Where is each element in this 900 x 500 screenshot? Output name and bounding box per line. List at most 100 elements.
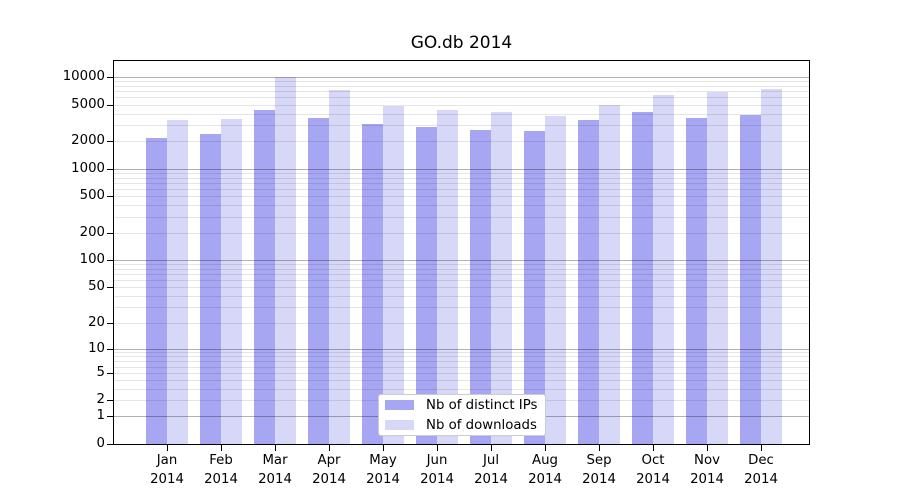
y-gridline-major <box>114 168 809 170</box>
x-tick-mark <box>761 445 762 451</box>
bar-distinct-ips <box>470 129 491 444</box>
y-tick-label: 1 <box>96 408 105 424</box>
x-tick-mark <box>437 445 438 451</box>
legend-swatch-downloads <box>385 420 414 430</box>
bar-downloads <box>437 110 458 444</box>
y-gridline-minor <box>114 97 809 99</box>
bar-downloads <box>221 119 242 444</box>
y-tick-label: 200 <box>79 224 105 240</box>
bar-downloads <box>707 91 728 444</box>
y-gridline-minor <box>114 352 809 354</box>
y-tick-mark <box>107 104 113 106</box>
bar-downloads <box>653 95 674 444</box>
bar-distinct-ips <box>632 112 653 444</box>
y-tick-label: 100 <box>79 252 105 268</box>
bar-downloads <box>167 120 188 444</box>
y-gridline-minor <box>114 287 809 289</box>
y-gridline-minor <box>114 141 809 143</box>
y-tick-mark <box>107 416 113 418</box>
y-tick-label: 20 <box>88 314 105 330</box>
y-tick-label: 10000 <box>62 69 105 84</box>
x-tick-label: Jun 2014 <box>420 453 454 487</box>
legend-entry-distinct-ips: Nb of distinct IPs <box>385 397 537 414</box>
y-gridline-minor <box>114 91 809 93</box>
y-gridline-minor <box>114 172 809 174</box>
y-gridline-minor <box>114 125 809 126</box>
y-tick-label: 1000 <box>71 160 105 176</box>
y-tick-mark <box>107 400 113 402</box>
x-tick-mark <box>167 445 168 451</box>
y-gridline-minor <box>114 104 809 106</box>
bar-distinct-ips <box>686 118 707 444</box>
legend-swatch-distinct-ips <box>385 400 414 410</box>
bar-downloads <box>599 105 620 444</box>
x-tick-label: Sep 2014 <box>582 453 616 487</box>
bar-downloads <box>329 90 350 444</box>
y-gridline-minor <box>114 232 809 234</box>
y-gridline-major <box>114 348 809 350</box>
y-gridline-minor <box>114 379 809 381</box>
y-tick-mark <box>107 287 113 289</box>
y-gridline-minor <box>114 113 809 115</box>
y-tick-label: 0 <box>96 436 105 451</box>
y-tick-label: 5 <box>96 364 105 380</box>
x-tick-label: Dec 2014 <box>744 453 778 487</box>
x-tick-label: Mar 2014 <box>258 453 292 487</box>
bar-distinct-ips <box>146 137 167 444</box>
x-tick-label: Jul 2014 <box>474 453 508 487</box>
x-tick-label: Jan 2014 <box>150 453 184 487</box>
y-gridline-minor <box>114 307 809 309</box>
y-gridline-minor <box>114 366 809 368</box>
y-gridline-minor <box>114 372 809 374</box>
x-tick-mark <box>221 445 222 451</box>
bar-downloads <box>545 115 566 444</box>
y-gridline-minor <box>114 280 809 282</box>
x-tick-mark <box>383 445 384 451</box>
y-tick-mark <box>107 196 113 198</box>
chart-title: GO.db 2014 <box>410 33 513 53</box>
y-gridline-minor <box>114 268 809 270</box>
bar-distinct-ips <box>416 127 437 444</box>
y-tick-mark <box>107 372 113 374</box>
legend: Nb of distinct IPs Nb of downloads <box>378 394 546 436</box>
x-tick-mark <box>491 445 492 451</box>
y-gridline-minor <box>114 216 809 218</box>
legend-entry-downloads: Nb of downloads <box>385 417 537 434</box>
y-tick-label: 2000 <box>71 133 105 149</box>
y-gridline-minor <box>114 361 809 363</box>
y-tick-mark <box>107 348 113 350</box>
y-gridline-minor <box>114 296 809 297</box>
x-tick-mark <box>275 445 276 451</box>
y-tick-mark <box>107 141 113 143</box>
bar-downloads <box>383 106 404 444</box>
x-tick-label: Apr 2014 <box>312 453 346 487</box>
y-tick-label: 5000 <box>71 96 105 112</box>
y-gridline-minor <box>114 322 809 324</box>
y-tick-label: 500 <box>79 188 105 204</box>
x-tick-label: Nov 2014 <box>690 453 724 487</box>
x-tick-mark <box>545 445 546 451</box>
y-tick-label: 2 <box>96 392 105 408</box>
x-tick-label: Feb 2014 <box>204 453 238 487</box>
y-gridline-minor <box>114 85 809 87</box>
y-gridline-minor <box>114 177 809 179</box>
y-tick-mark <box>107 168 113 170</box>
bar-distinct-ips <box>740 115 761 444</box>
bar-downloads <box>761 88 782 444</box>
y-tick-mark <box>107 260 113 262</box>
y-gridline-minor <box>114 182 809 184</box>
x-tick-mark <box>329 445 330 451</box>
y-gridline-minor <box>114 264 809 266</box>
y-tick-mark <box>107 444 113 445</box>
x-tick-label: Aug 2014 <box>528 453 562 487</box>
y-tick-mark <box>107 232 113 234</box>
bar-distinct-ips <box>578 119 599 444</box>
bar-downloads <box>491 112 512 444</box>
bar-distinct-ips <box>524 130 545 444</box>
y-gridline-minor <box>114 356 809 358</box>
legend-label-distinct-ips: Nb of distinct IPs <box>426 397 538 413</box>
bar-distinct-ips <box>200 134 221 444</box>
y-gridline-minor <box>114 388 809 390</box>
bar-distinct-ips <box>254 109 275 444</box>
